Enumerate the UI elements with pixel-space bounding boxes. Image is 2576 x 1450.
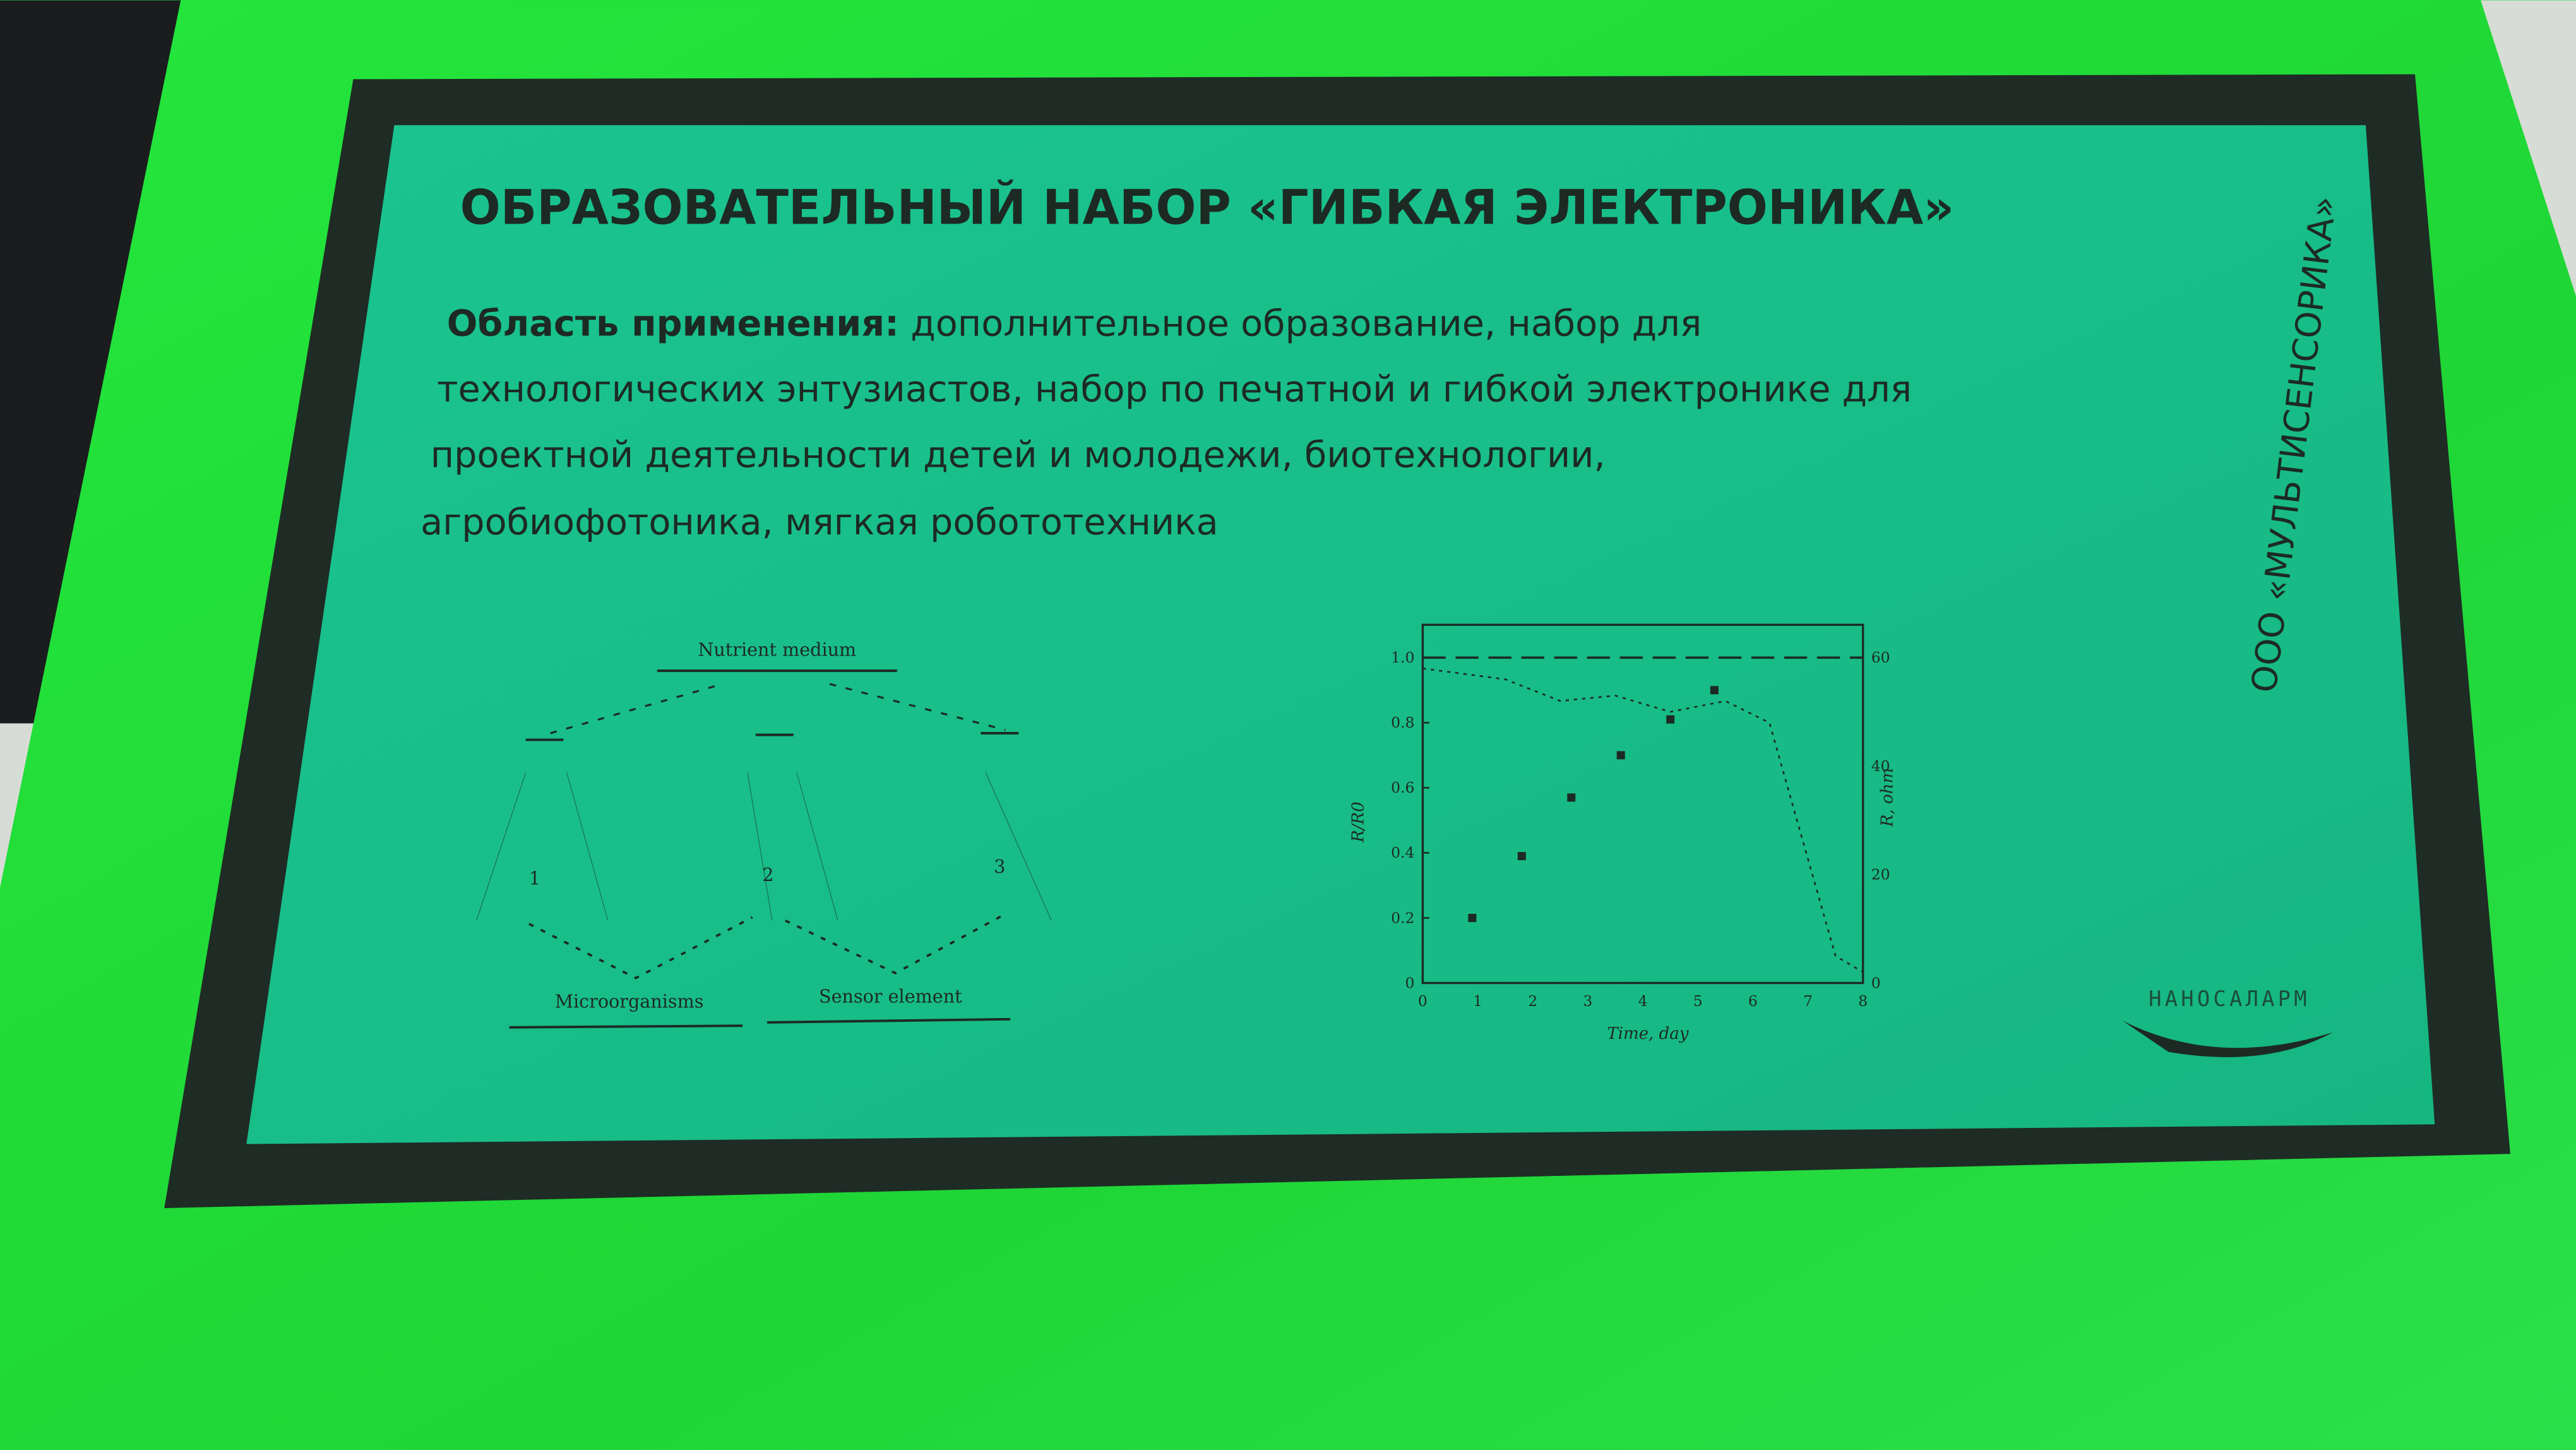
x-axis-label: Time, day (1607, 1024, 1688, 1043)
y2-tick-label: 0 (1871, 974, 1881, 992)
data-point (1468, 913, 1477, 922)
x-tick-label: 1 (1473, 992, 1482, 1010)
svg-text:НАНОСАЛАРМ: НАНОСАЛАРМ (2149, 986, 2310, 1011)
diagram-number-1: 1 (529, 867, 540, 889)
y-tick-label: 1.0 (1391, 649, 1414, 666)
nutrient-medium-label: Nutrient medium (698, 639, 856, 661)
e-paper-screen (246, 125, 2435, 1144)
x-tick-label: 5 (1693, 992, 1703, 1010)
plot-frame (1421, 623, 1864, 985)
y-tick-label: 0.8 (1391, 714, 1414, 731)
application-label: Область применения: (447, 303, 899, 344)
application-line-1: Область применения: дополнительное образ… (447, 303, 1702, 344)
application-text: дополнительное образование, набор для (899, 303, 1702, 344)
nanosalarm-logo: НАНОСАЛАРМ (2122, 986, 2333, 1057)
data-point (1616, 751, 1625, 760)
x-tick-label: 2 (1528, 992, 1537, 1010)
y-tick-label: 0.4 (1391, 844, 1414, 861)
application-line-4: агробиофотоника, мягкая робототехника (420, 501, 1219, 543)
x-tick-label: 7 (1803, 992, 1813, 1010)
x-tick-label: 3 (1583, 992, 1592, 1010)
y-axis-label: R/R0 (1349, 801, 1368, 843)
process-diagram (476, 669, 1052, 1029)
x-tick-label: 0 (1418, 992, 1428, 1010)
application-line-2: технологических энтузиастов, набор по пе… (437, 368, 1912, 410)
y2-tick-label: 40 (1871, 757, 1890, 775)
data-point (1666, 715, 1675, 724)
data-point (1710, 686, 1719, 695)
y2-axis-label: R, ohm (1878, 768, 1897, 827)
y-tick-label: 0 (1405, 974, 1414, 992)
arrows-v (528, 913, 1006, 980)
microorganisms-label: Microorganisms (555, 991, 704, 1012)
y-tick-label: 0.6 (1391, 779, 1414, 796)
x-tick-label: 4 (1638, 992, 1648, 1010)
arrows-down (550, 683, 1006, 734)
diagram-number-2: 2 (762, 864, 773, 885)
x-tick-label: 6 (1748, 992, 1758, 1010)
data-point (1567, 793, 1576, 802)
diagram-number-3: 3 (994, 856, 1005, 877)
y2-tick-label: 60 (1871, 649, 1890, 666)
application-line-3: проектной деятельности детей и молодежи,… (431, 434, 1606, 476)
x-tick-label: 8 (1858, 992, 1868, 1010)
sign-title: ОБРАЗОВАТЕЛЬНЫЙ НАБОР «ГИБКАЯ ЭЛЕКТРОНИК… (460, 179, 1954, 235)
y-tick-label: 0.2 (1391, 909, 1414, 926)
y2-tick-label: 20 (1871, 866, 1890, 884)
sensor-element-label: Sensor element (819, 986, 962, 1007)
data-point (1517, 852, 1526, 861)
